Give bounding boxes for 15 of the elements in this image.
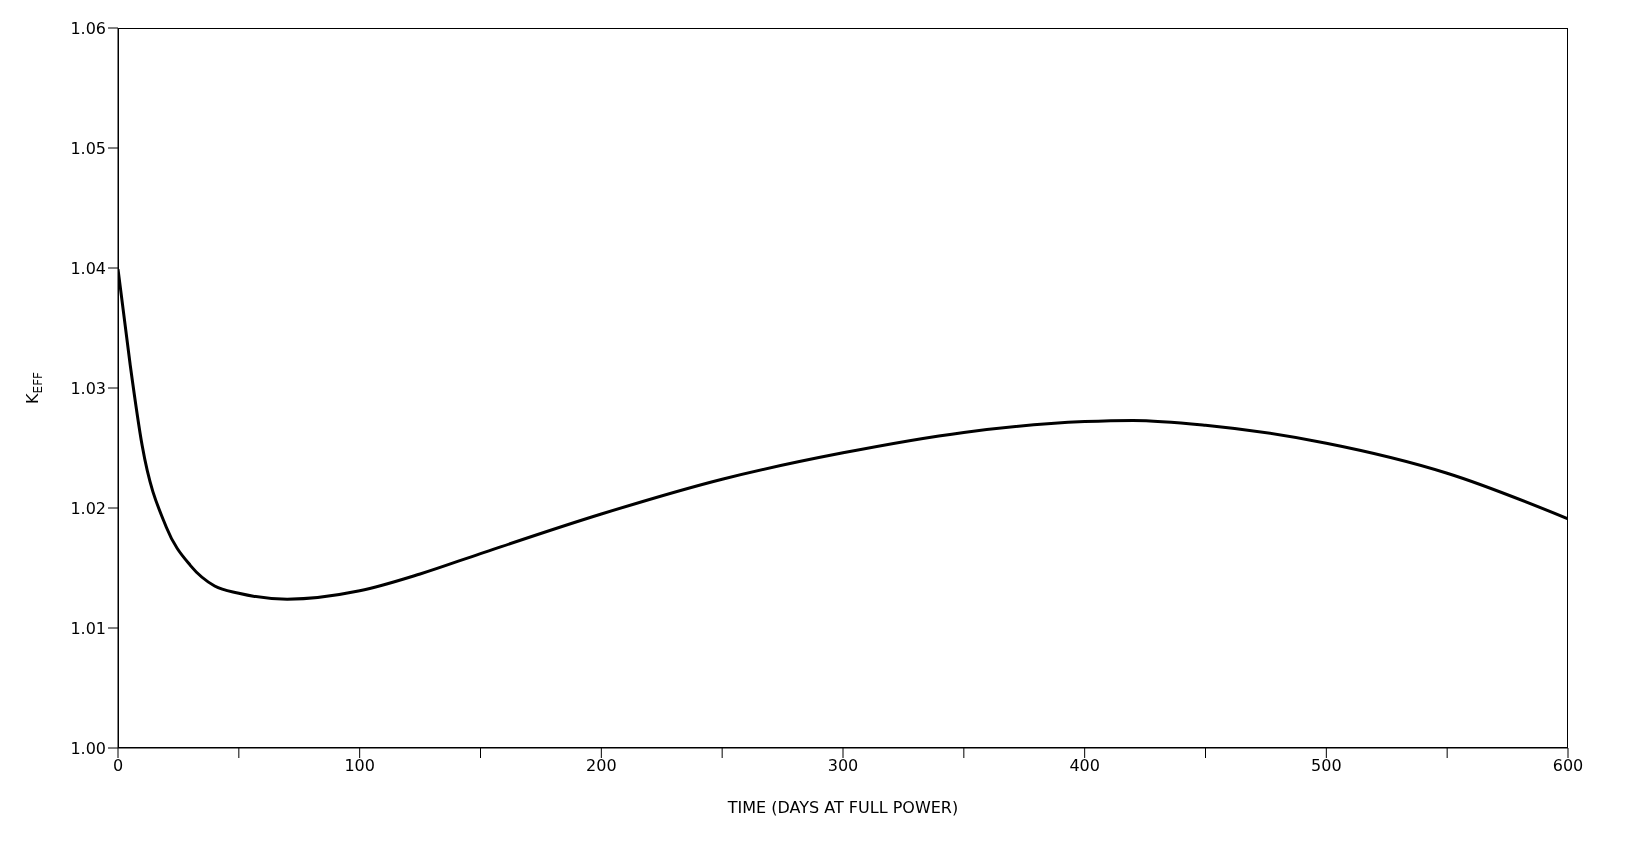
x-tick-label: 0 <box>112 756 124 776</box>
x-tick-label: 500 <box>1311 756 1342 776</box>
x-tick-label: 400 <box>1069 756 1100 776</box>
y-tick-label: 1.01 <box>70 618 106 638</box>
y-tick-label: 1.02 <box>70 498 106 518</box>
y-tick-label: 1.03 <box>70 378 106 398</box>
y-tick-label: 1.05 <box>70 138 106 158</box>
x-axis-title: TIME (DAYS AT FULL POWER) <box>726 798 959 817</box>
x-tick-label: 200 <box>586 756 617 776</box>
x-tick-label: 100 <box>344 756 375 776</box>
y-tick-label: 1.00 <box>70 738 106 758</box>
y-tick-label: 1.04 <box>70 258 106 278</box>
x-tick-label: 600 <box>1552 756 1584 776</box>
x-tick-label: 300 <box>827 756 859 776</box>
y-tick-label: 1.06 <box>70 18 106 38</box>
